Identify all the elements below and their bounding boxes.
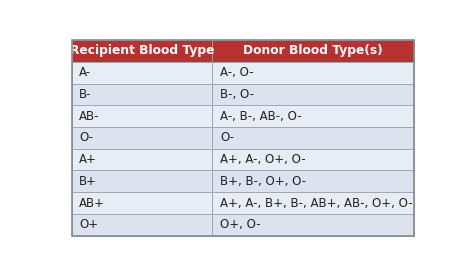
Text: A-: A-	[79, 66, 91, 79]
Text: B-: B-	[79, 88, 91, 101]
Bar	[72, 84, 212, 105]
Bar	[212, 84, 414, 105]
Text: Recipient Blood Type: Recipient Blood Type	[70, 44, 214, 58]
Bar	[212, 62, 414, 84]
Bar	[72, 105, 212, 127]
Text: B-, O-: B-, O-	[220, 88, 254, 101]
Text: O+, O-: O+, O-	[220, 218, 261, 231]
Text: A+: A+	[79, 153, 97, 166]
Bar	[72, 40, 212, 62]
Text: A+, A-, B+, B-, AB+, AB-, O+, O-: A+, A-, B+, B-, AB+, AB-, O+, O-	[220, 197, 413, 210]
Bar	[72, 62, 212, 84]
Text: Donor Blood Type(s): Donor Blood Type(s)	[243, 44, 383, 58]
Bar	[212, 149, 414, 170]
Bar	[72, 192, 212, 214]
Text: AB+: AB+	[79, 197, 105, 210]
Text: A-, O-: A-, O-	[220, 66, 254, 79]
Bar	[212, 170, 414, 192]
Text: B+, B-, O+, O-: B+, B-, O+, O-	[220, 175, 306, 188]
Bar	[72, 149, 212, 170]
Text: A+, A-, O+, O-: A+, A-, O+, O-	[220, 153, 306, 166]
Bar	[72, 127, 212, 149]
Bar	[72, 214, 212, 236]
Bar	[212, 192, 414, 214]
Bar	[212, 105, 414, 127]
Text: AB-: AB-	[79, 110, 100, 123]
Text: B+: B+	[79, 175, 97, 188]
Text: O-: O-	[220, 131, 234, 144]
Bar	[72, 170, 212, 192]
Text: O-: O-	[79, 131, 93, 144]
Bar	[212, 127, 414, 149]
Bar	[212, 40, 414, 62]
Bar	[212, 214, 414, 236]
Text: O+: O+	[79, 218, 98, 231]
Text: A-, B-, AB-, O-: A-, B-, AB-, O-	[220, 110, 302, 123]
